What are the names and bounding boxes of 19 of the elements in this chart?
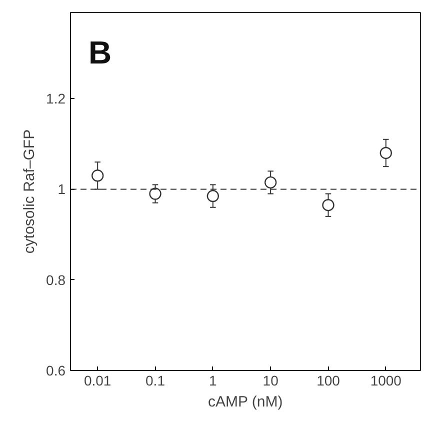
point <box>322 199 334 212</box>
point <box>149 188 162 200</box>
annotation: B <box>88 34 112 70</box>
y-tick-label: 1.2 <box>46 90 66 107</box>
x-tick-label: 1000 <box>370 372 402 388</box>
x-tick-label: 10 <box>262 372 279 388</box>
y-tick-label: 0.6 <box>46 362 66 378</box>
y-axis-title: cytosolic Raf–GFP <box>21 129 38 254</box>
point <box>264 176 277 189</box>
x-tick-label: 1 <box>209 372 218 388</box>
point <box>206 190 220 202</box>
y-tick-label: 0.8 <box>46 272 66 288</box>
x-tick-label: 0.01 <box>84 372 112 388</box>
y-tick-label: 1 <box>58 181 66 198</box>
point <box>380 146 392 160</box>
x-tick-label: 100 <box>316 372 340 388</box>
x-tick-label: 0.1 <box>146 372 166 388</box>
point <box>92 170 104 182</box>
x-axis-title: cAMP (nM) <box>208 394 283 410</box>
